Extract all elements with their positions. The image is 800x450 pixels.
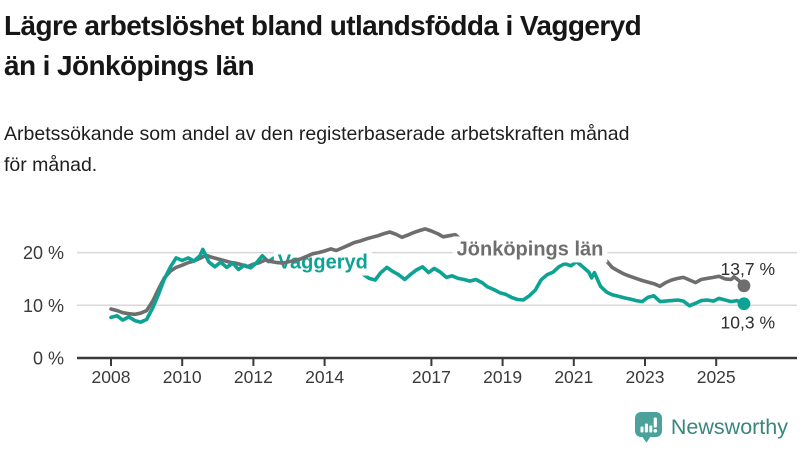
chart-header: Lägre arbetslöshet bland utlandsfödda i … — [4, 6, 798, 181]
chart-subtitle: Arbetssökande som andel av den registerb… — [4, 119, 798, 181]
y-axis-tick-label: 0 % — [33, 349, 64, 369]
vaggeryd-end-dot — [737, 297, 751, 311]
y-axis-tick-label: 20 % — [23, 243, 64, 263]
x-axis-tick-label: 2010 — [163, 367, 202, 387]
y-axis-tick-label: 10 % — [23, 296, 64, 316]
series-label-halo-jonkopings-lan — [452, 236, 608, 263]
newsworthy-bubble-bar-chart-icon — [634, 412, 662, 443]
jonkopings-lan-end-value-label: 13,7 % — [721, 259, 775, 279]
x-axis-tick-label: 2008 — [92, 367, 131, 387]
x-axis-tick-label: 2014 — [305, 367, 344, 387]
x-axis-tick-label: 2021 — [554, 367, 593, 387]
chart-subtitle-line-1: Arbetssökande som andel av den registerb… — [4, 123, 630, 145]
series-line-jonkopings-lan-early — [109, 253, 267, 317]
x-axis-tick-label: 2012 — [234, 367, 273, 387]
x-axis-tick-label: 2019 — [483, 367, 522, 387]
series-label-vaggeryd: Vaggeryd — [278, 252, 368, 274]
page-title-line-2: än i Jönköpings län — [4, 50, 255, 81]
newsworthy-logo-text: Newsworthy — [670, 414, 788, 439]
newsworthy-logo: Newsworthy — [634, 411, 788, 443]
series-label-jonkopings-lan: Jönköpings län — [457, 238, 604, 260]
series-line-vaggeryd — [109, 247, 746, 325]
page-title-line-1: Lägre arbetslöshet bland utlandsfödda i … — [4, 10, 642, 41]
jonkopings-lan-end-dot — [737, 279, 751, 293]
vaggeryd-end-value-label: 10,3 % — [721, 313, 775, 333]
x-axis-tick-label: 2023 — [626, 367, 665, 387]
x-axis-tick-label: 2025 — [697, 367, 736, 387]
x-axis-tick-label: 2017 — [412, 367, 451, 387]
chart-subtitle-line-2: för månad. — [4, 154, 98, 176]
